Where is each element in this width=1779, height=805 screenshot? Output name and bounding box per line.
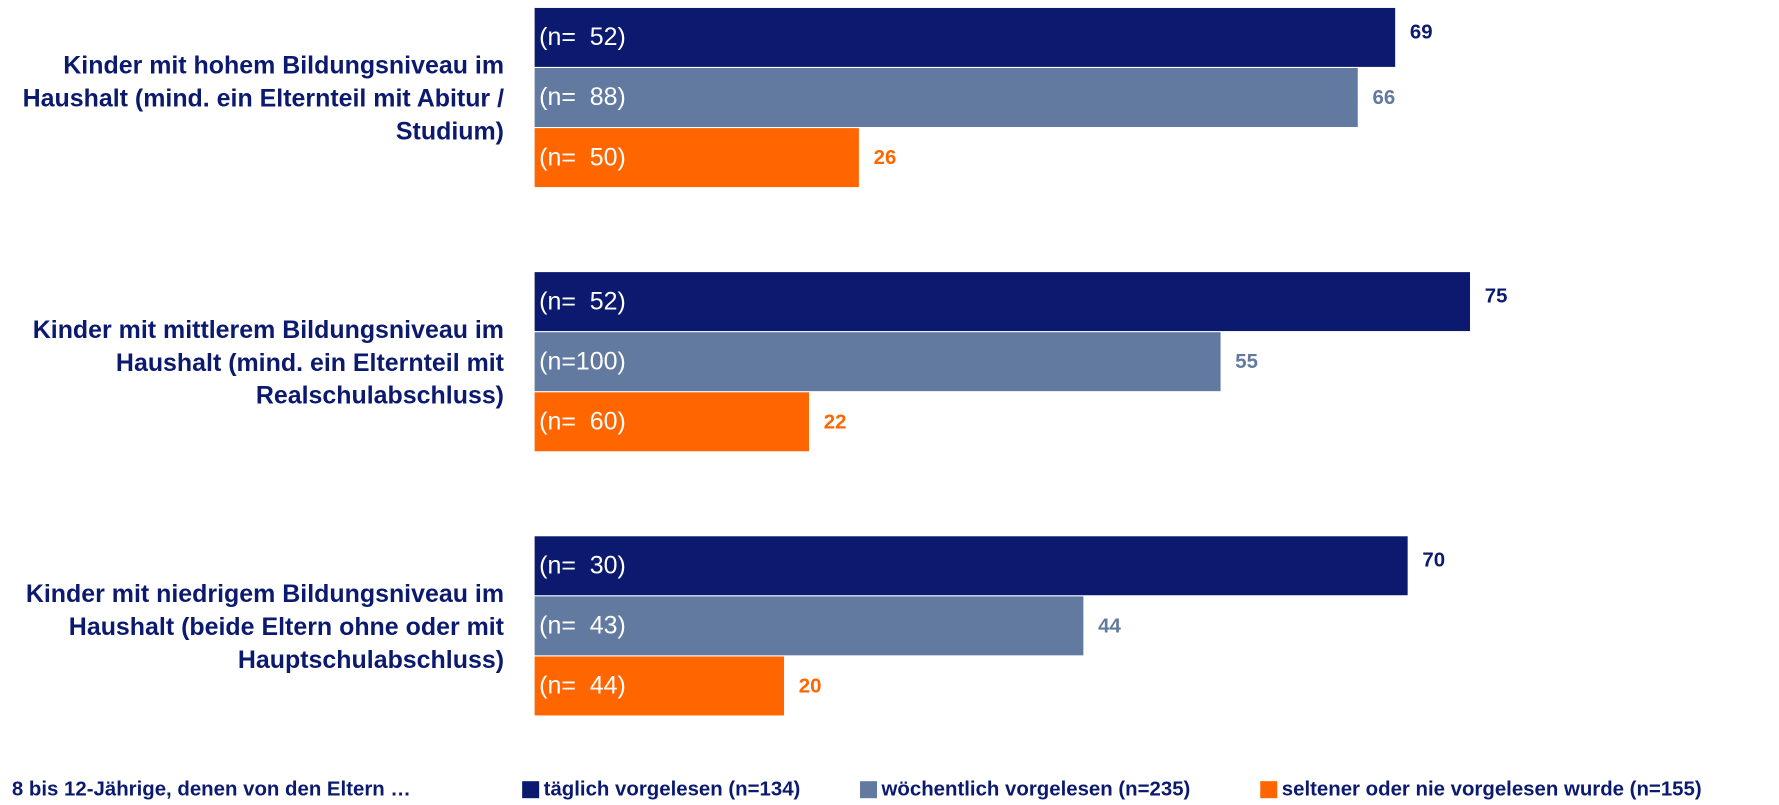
legend-title: 8 bis 12-Jährige, denen von den Eltern … [12, 779, 411, 801]
bar-n-label: (n= 50) [539, 143, 626, 171]
legend-label: täglich vorgelesen (n=134) [544, 779, 801, 801]
bar [534, 596, 1084, 656]
category-label: Kinder mit hohem Bildungsniveau im Haush… [22, 51, 505, 146]
bar-n-label: (n= 52) [539, 23, 626, 51]
bar-n-label: (n= 88) [539, 83, 626, 111]
category-label-box: Kinder mit hohem Bildungsniveau im Haush… [22, 51, 505, 146]
value-label: 22 [824, 411, 847, 433]
category-label: Kinder mit mittlerem Bildungsniveau im H… [32, 315, 505, 410]
bar-n-label: (n= 30) [539, 551, 626, 579]
value-label: 44 [1098, 615, 1121, 637]
bar-n-label: (n= 52) [539, 287, 626, 315]
bar [534, 128, 859, 188]
value-label: 70 [1422, 550, 1445, 572]
bar-n-label: (n= 43) [539, 612, 626, 640]
legend-swatch [1260, 781, 1278, 799]
value-label: 66 [1373, 87, 1396, 109]
bar [534, 656, 785, 716]
value-label: 75 [1485, 285, 1508, 307]
value-label: 20 [799, 675, 822, 697]
legend-swatch [860, 781, 878, 799]
category-label: Kinder mit niedrigem Bildungsniveau im H… [25, 579, 505, 674]
legend-label: wöchentlich vorgelesen (n=235) [881, 779, 1191, 801]
bar-n-label: (n=100) [539, 347, 626, 375]
value-label: 26 [874, 147, 897, 169]
bar [534, 7, 1396, 67]
value-label: 69 [1410, 21, 1433, 43]
bar [534, 392, 809, 452]
bar [534, 68, 1358, 127]
bar [534, 536, 1408, 596]
legend-swatch [522, 781, 540, 799]
bar-n-label: (n= 44) [539, 672, 626, 700]
bar [534, 332, 1221, 392]
category-label-box: Kinder mit niedrigem Bildungsniveau im H… [25, 579, 505, 674]
value-label: 55 [1235, 351, 1258, 373]
bar [534, 272, 1471, 332]
category-label-box: Kinder mit mittlerem Bildungsniveau im H… [32, 315, 505, 410]
bar-n-label: (n= 60) [539, 408, 626, 436]
legend-label: seltener oder nie vorgelesen wurde (n=15… [1282, 779, 1702, 801]
